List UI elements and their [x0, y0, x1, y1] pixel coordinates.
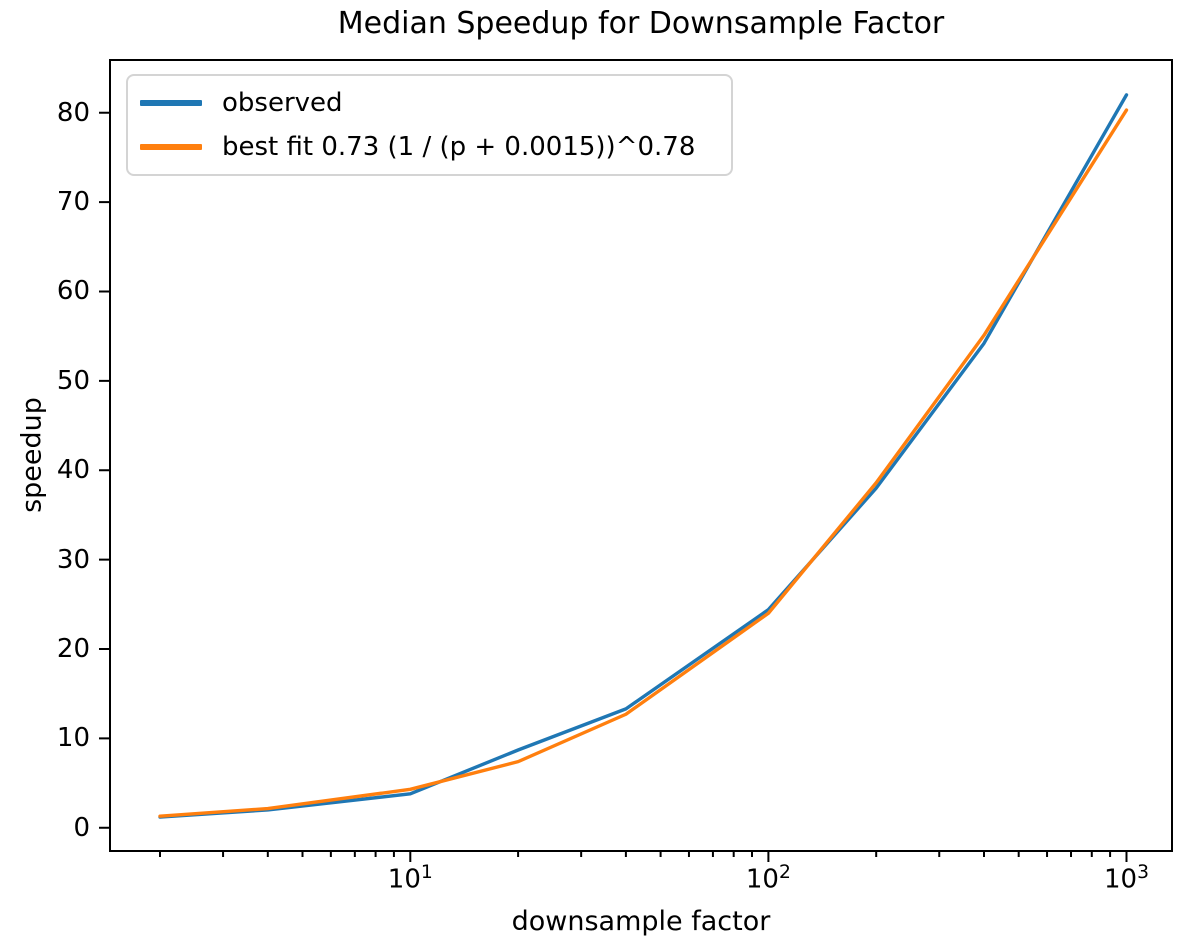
legend: observed best fit 0.73 (1 / (p + 0.0015)… — [126, 74, 734, 176]
legend-label-best-fit: best fit 0.73 (1 / (p + 0.0015))^0.78 — [222, 132, 696, 162]
x-tick-label: 102 — [745, 862, 791, 895]
y-axis-label: speedup — [16, 397, 48, 513]
chart-title: Median Speedup for Downsample Factor — [337, 6, 945, 41]
y-tick-label: 10 — [56, 723, 90, 754]
legend-label-observed: observed — [222, 88, 343, 118]
axis-ticks — [99, 111, 1128, 862]
legend-item-best-fit: best fit 0.73 (1 / (p + 0.0015))^0.78 — [140, 129, 695, 165]
y-tick-label: 0 — [73, 812, 90, 843]
y-tick-label: 50 — [56, 365, 90, 396]
legend-swatch-observed — [140, 100, 202, 106]
y-tick-label: 20 — [56, 634, 90, 664]
line-observed — [158, 93, 1129, 819]
x-tick-label: 103 — [1103, 862, 1149, 895]
y-tick-label: 30 — [56, 544, 90, 575]
legend-item-observed: observed — [140, 85, 695, 121]
legend-swatch-best-fit — [140, 144, 202, 150]
axes-frame — [109, 59, 1173, 852]
y-tick-label: 80 — [56, 97, 90, 128]
y-tick-label: 40 — [56, 455, 90, 486]
x-axis-label: downsample factor — [511, 906, 771, 937]
line-best-fit — [158, 108, 1129, 818]
y-tick-label: 70 — [56, 187, 90, 218]
y-tick-label: 60 — [56, 276, 90, 307]
x-tick-label: 101 — [387, 862, 433, 895]
data-lines — [158, 93, 1129, 819]
